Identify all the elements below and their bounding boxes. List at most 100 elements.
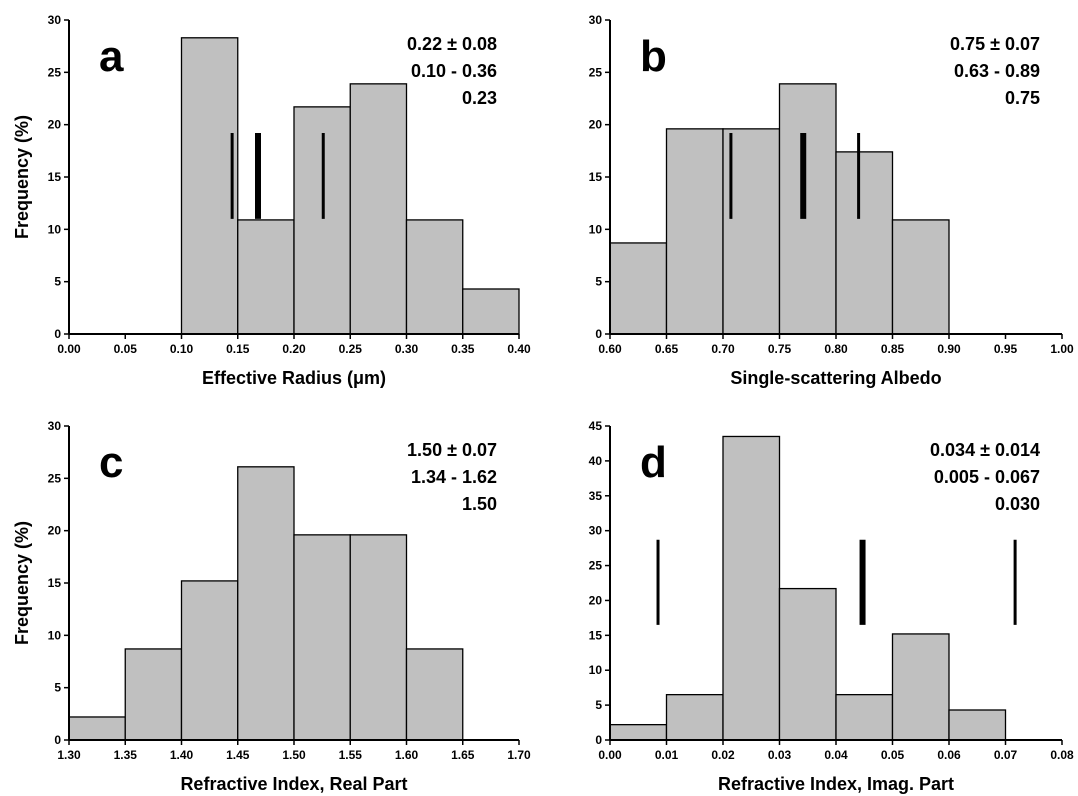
panel-letter: a [99,32,124,81]
y-tick-label: 25 [589,559,603,573]
histogram-bar [180,37,239,335]
x-tick-label: 0.90 [937,342,961,356]
stat-text: 0.22 ± 0.08 [407,34,497,54]
x-tick-label: 0.01 [655,748,679,762]
histogram-bar [609,723,668,741]
x-tick-label: 1.00 [1050,342,1074,356]
x-tick-label: 0.25 [339,342,363,356]
y-tick-label: 25 [589,65,603,79]
stat-text: 0.63 - 0.89 [954,61,1040,81]
y-tick-label: 20 [589,118,603,132]
x-tick-label: 0.95 [994,342,1018,356]
histogram-bar [891,219,950,335]
y-tick-label: 0 [595,733,602,747]
histogram-bar [462,288,520,335]
y-tick-label: 5 [54,681,61,695]
stat-text: 1.50 [462,494,497,514]
panel-letter: d [640,438,667,487]
x-tick-label: 0.07 [994,748,1018,762]
x-tick-label: 0.65 [655,342,679,356]
histogram-bar [665,693,724,741]
histogram-bar [68,716,126,741]
x-tick-label: 0.40 [507,342,531,356]
y-tick-label: 45 [589,419,603,433]
stat-text: 0.034 ± 0.014 [930,440,1040,460]
x-tick-label: 0.75 [768,342,792,356]
panel-a: 0.00 0.05 0.10 0.15 0.20 0.25 0.30 0.35 0.40 0 5 10… [12,13,531,388]
x-tick-label: 1.40 [170,748,194,762]
histogram-bar [237,219,295,335]
x-tick-label: 1.50 [282,748,306,762]
y-tick-label: 25 [48,471,62,485]
histogram-bar [665,128,724,335]
x-tick-label: 1.55 [339,748,363,762]
y-tick-label: 20 [48,524,62,538]
histogram-bar [405,648,464,741]
x-axis-title: Refractive Index, Real Part [180,774,407,794]
panel-d: 0.00 0.01 0.02 0.03 0.04 0.05 0.06 0.07 0.08 0 5 10… [589,419,1074,794]
x-tick-label: 1.45 [226,748,250,762]
stat-text: 0.75 [1005,88,1040,108]
panel-letter: b [640,32,667,81]
x-tick-label: 0.05 [114,342,138,356]
y-tick-label: 30 [589,13,603,27]
histogram-bar [180,580,239,741]
stat-text: 0.005 - 0.067 [934,467,1040,487]
y-tick-label: 15 [589,170,603,184]
x-tick-label: 0.04 [824,748,848,762]
x-tick-label: 0.00 [57,342,81,356]
y-tick-label: 30 [48,419,62,433]
y-tick-label: 40 [589,454,603,468]
x-tick-label: 0.05 [881,748,905,762]
y-tick-label: 25 [48,65,62,79]
histogram-bar [237,466,295,741]
x-tick-label: 0.70 [711,342,735,356]
x-tick-label: 0.20 [282,342,306,356]
x-tick-label: 0.08 [1050,748,1074,762]
panel-c: 1.30 1.35 1.40 1.45 1.50 1.55 1.60 1.65 1.70 0 5 10… [12,419,531,794]
x-tick-label: 0.60 [598,342,622,356]
histogram-bar [835,151,894,335]
x-tick-label: 1.35 [114,748,138,762]
histogram-bar [891,633,950,741]
histogram-bar [293,534,351,741]
panel-letter: c [99,438,123,487]
y-tick-label: 15 [48,170,62,184]
y-tick-label: 20 [48,118,62,132]
x-axis-title: Effective Radius (μm) [202,368,386,388]
y-tick-label: 5 [54,275,61,289]
y-tick-label: 5 [595,275,602,289]
x-tick-label: 1.30 [57,748,81,762]
y-axis-title: Frequency (%) [12,521,32,645]
histogram-bar [349,534,408,741]
x-tick-label: 0.06 [937,748,961,762]
y-tick-label: 30 [48,13,62,27]
y-axis-title: Frequency (%) [12,115,32,239]
y-tick-label: 0 [54,327,61,341]
x-tick-label: 0.10 [170,342,194,356]
y-tick-label: 0 [595,327,602,341]
x-tick-label: 1.65 [451,748,475,762]
histogram-bar [349,83,408,335]
x-tick-label: 0.85 [881,342,905,356]
y-tick-label: 10 [589,663,603,677]
stat-text: 0.23 [462,88,497,108]
stat-text: 1.34 - 1.62 [411,467,497,487]
y-tick-label: 10 [48,628,62,642]
x-tick-label: 0.15 [226,342,250,356]
y-tick-label: 35 [589,489,603,503]
x-tick-label: 0.03 [768,748,792,762]
y-tick-label: 30 [589,524,603,538]
stat-text: 1.50 ± 0.07 [407,440,497,460]
y-tick-label: 5 [595,698,602,712]
histogram-bar [778,587,837,741]
x-tick-label: 0.02 [711,748,735,762]
stat-text: 0.10 - 0.36 [411,61,497,81]
x-tick-label: 0.00 [598,748,622,762]
histogram-bar [835,693,894,741]
x-tick-label: 0.80 [824,342,848,356]
stat-text: 0.030 [995,494,1040,514]
x-tick-label: 0.30 [395,342,419,356]
y-tick-label: 15 [48,576,62,590]
